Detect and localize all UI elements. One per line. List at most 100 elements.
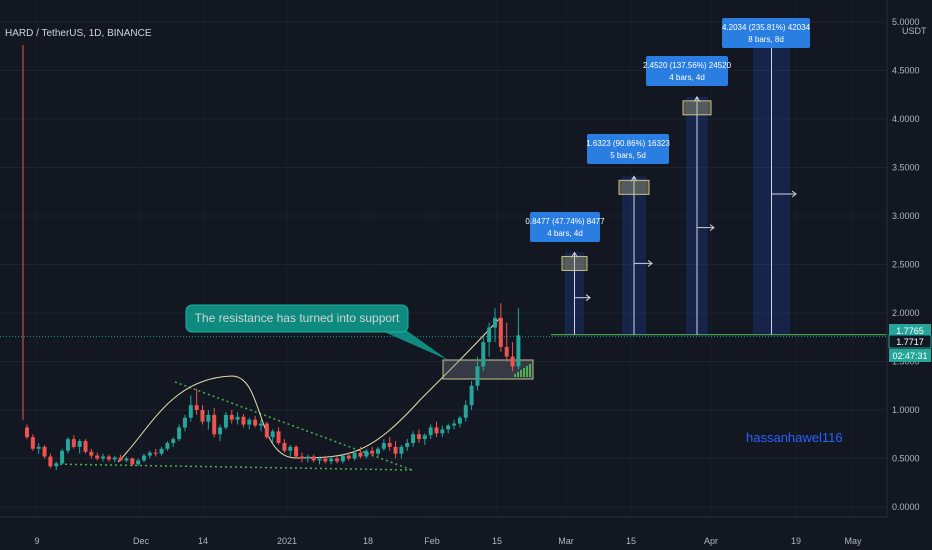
candle <box>30 434 35 451</box>
candle <box>206 410 211 430</box>
y-tick-labels: 5.0000 4.5000 4.0000 3.5000 3.0000 2.5000 2.00… <box>892 17 920 512</box>
x-tick-label: Apr <box>704 536 718 546</box>
candle <box>177 424 182 442</box>
x-tick-label: 15 <box>492 536 502 546</box>
candle <box>288 444 293 457</box>
grid <box>0 21 887 508</box>
candle <box>65 437 70 454</box>
candle <box>106 454 111 462</box>
candle <box>235 411 240 425</box>
y-tick-label: 0.0000 <box>892 502 920 512</box>
x-tick-labels: 9 Dec 14 2021 18 Feb 15 Mar 15 Apr 19 May <box>34 536 862 546</box>
support-zone <box>442 359 534 380</box>
candle <box>457 415 462 428</box>
candle <box>83 439 88 454</box>
x-tick-label: 18 <box>363 536 373 546</box>
candle <box>422 433 427 445</box>
candle <box>335 456 340 464</box>
candle <box>446 423 451 434</box>
candle <box>77 439 82 454</box>
candle <box>516 308 521 370</box>
y-tick-label: 0.5000 <box>892 454 920 464</box>
target-projection: 0.8477 (47.74%) 8477 4 bars, 4d <box>525 212 605 335</box>
mini-bar <box>529 364 531 377</box>
y-tick-label: 3.5000 <box>892 163 920 173</box>
candle <box>399 444 404 459</box>
candle <box>276 427 281 445</box>
candle <box>311 454 316 463</box>
time-axis[interactable]: 9 Dec 14 2021 18 Feb 15 Mar 15 Apr 19 May <box>0 516 887 546</box>
candle <box>323 455 328 464</box>
candle <box>253 415 258 428</box>
x-tick-label: 9 <box>34 536 39 546</box>
candle <box>329 456 334 465</box>
target-label-line2: 8 bars, 8d <box>748 35 784 44</box>
candle <box>60 448 65 465</box>
candle <box>241 413 246 428</box>
candle <box>294 444 299 459</box>
candle <box>200 405 205 425</box>
y-tick-label: 3.0000 <box>892 211 920 221</box>
candle <box>259 419 263 432</box>
candle <box>299 452 304 463</box>
candle <box>370 446 375 457</box>
candle <box>188 395 193 422</box>
last-price-tag: 1.7765 <box>896 326 924 336</box>
triangle-base-line <box>49 463 413 471</box>
candle <box>305 454 310 463</box>
chart-title: HARD / TetherUS, 1D, BINANCE <box>5 28 152 39</box>
price-axis[interactable]: 5.0000 4.5000 4.0000 3.5000 3.0000 2.5000 2.00… <box>886 0 932 517</box>
candle <box>481 337 486 372</box>
candle <box>136 458 141 467</box>
candle <box>218 424 223 442</box>
currency-label: USDT <box>902 26 927 36</box>
candle <box>48 453 53 469</box>
mini-bar <box>520 370 522 377</box>
candle <box>405 439 410 451</box>
candle <box>165 441 170 451</box>
target-label-line2: 4 bars, 4d <box>547 229 583 238</box>
candle <box>364 448 369 459</box>
candle <box>147 450 152 459</box>
y-tick-label: 2.0000 <box>892 308 920 318</box>
candle <box>510 342 515 372</box>
candle <box>411 431 416 447</box>
candle <box>124 456 129 463</box>
candle <box>487 322 492 357</box>
candle <box>493 308 497 343</box>
candle <box>25 424 29 440</box>
target-label-line2: 4 bars, 4d <box>669 73 705 82</box>
candle <box>270 429 275 443</box>
candle <box>182 414 187 432</box>
y-tick-label: 4.0000 <box>892 114 920 124</box>
target-label-line1: 0.8477 (47.74%) 8477 <box>525 217 605 226</box>
candle <box>428 424 433 440</box>
candle <box>504 322 509 362</box>
target-projection: 1.6323 (90.86%) 16323 5 bars, 5d <box>586 134 670 335</box>
candle <box>171 437 176 447</box>
mini-bar <box>514 374 516 377</box>
candle <box>118 454 123 462</box>
candle <box>247 417 252 430</box>
candle <box>381 439 386 451</box>
candle <box>54 461 59 471</box>
candle <box>101 453 106 462</box>
candle <box>475 356 480 391</box>
x-tick-label: May <box>844 536 862 546</box>
target-projection: 4.2034 (235.81%) 42034 8 bars, 8d <box>722 18 811 335</box>
candle <box>452 419 457 430</box>
candle <box>440 425 445 438</box>
candle <box>393 441 398 459</box>
candle <box>223 411 228 430</box>
candle <box>159 446 164 456</box>
watermark: hassanhawel116 <box>746 430 843 445</box>
candle <box>282 439 287 453</box>
candle <box>340 453 345 464</box>
target-label-line1: 2.4520 (137.56%) 24520 <box>643 61 732 70</box>
annotation-text: The resistance has turned into support <box>195 311 400 325</box>
candle <box>346 452 351 461</box>
candle <box>194 388 199 415</box>
candle <box>95 452 100 461</box>
